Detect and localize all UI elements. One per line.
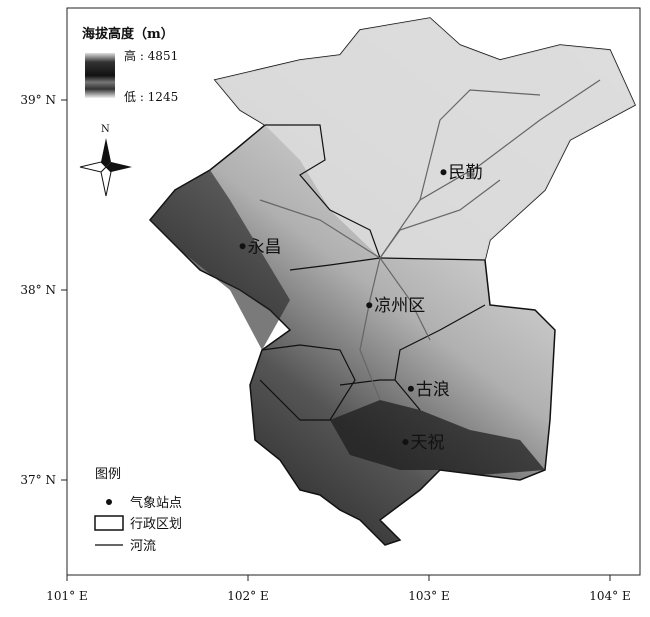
x-tick-label: 103° E — [408, 589, 449, 603]
x-tick-label: 104° E — [589, 589, 630, 603]
x-tick-label: 101° E — [46, 589, 87, 603]
north-arrow-icon: N — [79, 124, 132, 197]
y-tick-label: 38° N — [20, 283, 56, 297]
rivers — [259, 79, 601, 401]
elevation-legend-title: 海拔高度（m） — [82, 26, 174, 42]
station-marker — [366, 302, 373, 309]
y-tick-label: 39° N — [20, 93, 56, 107]
elevation-low: 低 : 1245 — [124, 90, 178, 104]
legend-station-symbol — [106, 499, 112, 505]
elevation-high: 高 : 4851 — [124, 48, 178, 63]
x-tick-label: 102° E — [227, 589, 268, 603]
legend-river-label: 河流 — [130, 539, 156, 554]
station-marker — [407, 385, 414, 392]
legend-station-label: 气象站点 — [130, 495, 182, 511]
station-label: 凉州区 — [374, 296, 425, 316]
legend-title: 图例 — [95, 467, 121, 482]
axis-ticks: 101° E 102° E 103° E 104° E 39° N 38° N 37° N — [20, 93, 630, 603]
station-label: 永昌 — [248, 237, 282, 257]
admin-boundaries — [259, 124, 486, 421]
station-marker — [402, 439, 409, 445]
north-label: N — [101, 124, 110, 135]
station-marker — [440, 169, 447, 176]
station-label: 天祝 — [410, 433, 444, 453]
station-label: 民勤 — [448, 163, 482, 183]
elevation-colorbar — [85, 53, 115, 98]
legend-boundary-label: 行政区划 — [130, 517, 182, 532]
y-tick-label: 37° N — [20, 473, 56, 487]
station-marker — [239, 243, 246, 250]
legend-boundary-symbol — [94, 515, 124, 531]
station-label: 古浪 — [416, 380, 450, 400]
